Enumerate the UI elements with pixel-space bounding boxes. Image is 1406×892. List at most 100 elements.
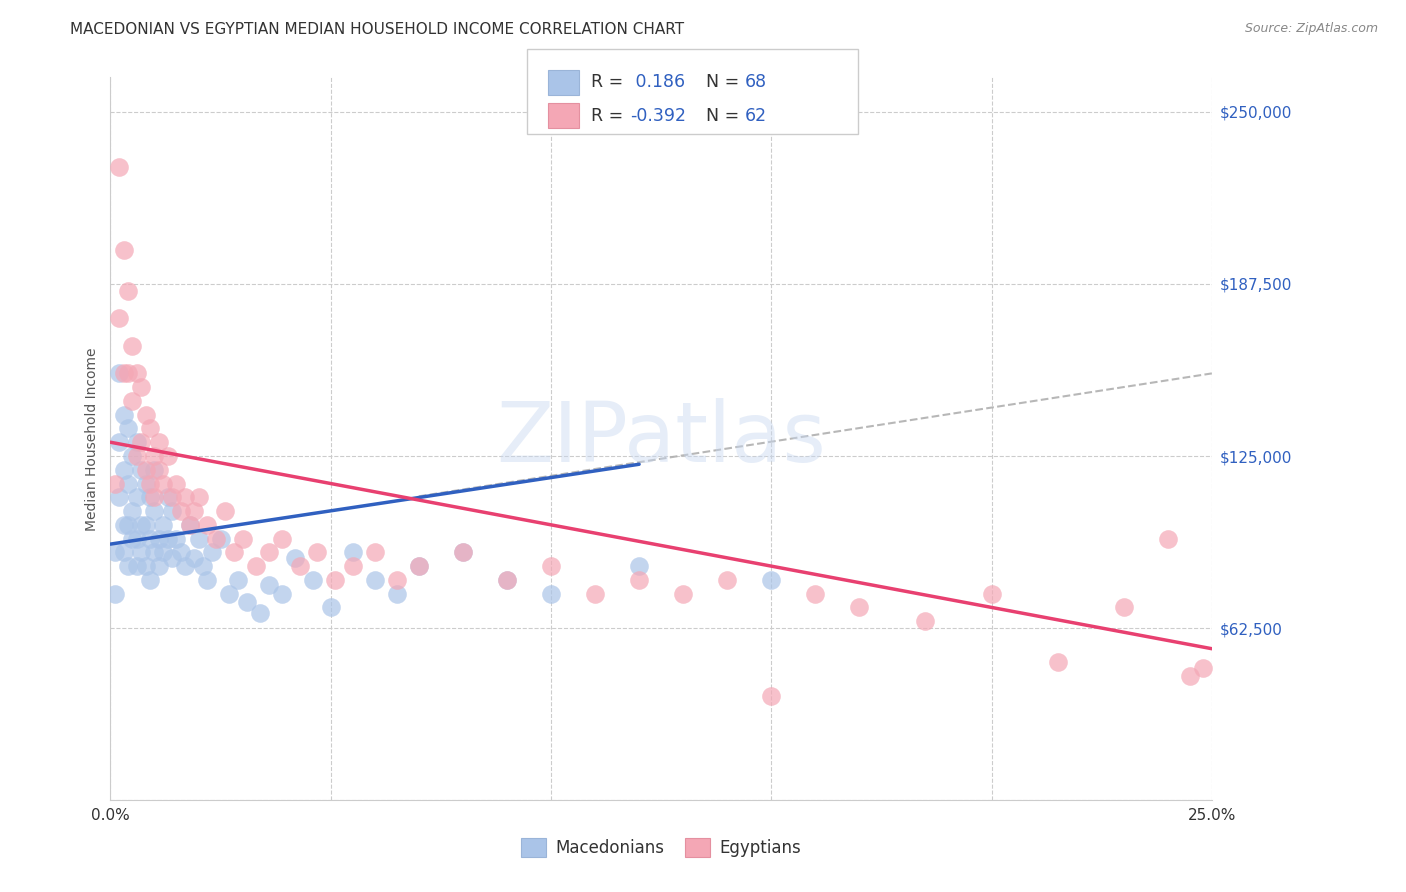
Point (540, 587, 562, 601)
Point (209, 532, 232, 546)
Point (179, 517, 201, 532)
Point (166, 532, 188, 546)
Point (804, 587, 827, 601)
Point (914, 614, 936, 628)
Point (761, 689, 783, 703)
Point (583, 587, 606, 601)
Point (257, 578, 280, 592)
Point (385, 573, 408, 587)
Point (135, 517, 157, 532)
Point (117, 517, 139, 532)
Point (218, 587, 240, 601)
Point (408, 559, 430, 574)
Text: N =: N = (706, 73, 745, 91)
Y-axis label: Median Household Income: Median Household Income (86, 347, 100, 531)
Text: 68: 68 (745, 73, 768, 91)
Point (191, 559, 214, 574)
Point (152, 476, 174, 491)
Point (156, 449, 179, 463)
Point (342, 559, 364, 574)
Point (139, 491, 162, 505)
Point (143, 463, 166, 477)
Point (104, 476, 127, 491)
Point (148, 463, 170, 477)
Point (121, 504, 143, 518)
Point (323, 573, 346, 587)
Point (148, 435, 170, 450)
Point (214, 504, 236, 518)
Point (139, 421, 162, 435)
Point (143, 504, 166, 518)
Point (108, 160, 131, 174)
Point (139, 573, 162, 587)
Point (160, 504, 183, 518)
Point (152, 545, 174, 559)
Point (104, 587, 127, 601)
Point (129, 380, 152, 394)
Point (129, 517, 152, 532)
Point (125, 491, 148, 505)
Point (271, 587, 294, 601)
Point (183, 550, 205, 565)
Point (112, 408, 135, 422)
Point (1178, 669, 1201, 683)
Point (187, 532, 209, 546)
Point (672, 587, 695, 601)
Point (848, 600, 870, 615)
Point (222, 545, 245, 559)
Point (143, 545, 166, 559)
Point (1192, 661, 1215, 675)
Point (307, 545, 329, 559)
Point (628, 559, 651, 574)
Point (139, 476, 162, 491)
Point (232, 532, 254, 546)
Text: ZIPatlas: ZIPatlas (496, 399, 827, 479)
Text: 62: 62 (745, 107, 768, 125)
Point (249, 606, 271, 620)
Point (342, 545, 364, 559)
Point (716, 573, 738, 587)
Point (156, 532, 179, 546)
Text: R =: R = (591, 73, 628, 91)
Text: MACEDONIAN VS EGYPTIAN MEDIAN HOUSEHOLD INCOME CORRELATION CHART: MACEDONIAN VS EGYPTIAN MEDIAN HOUSEHOLD … (70, 22, 685, 37)
Point (160, 550, 183, 565)
Point (408, 559, 430, 574)
Point (183, 504, 205, 518)
Point (152, 517, 174, 532)
Point (117, 421, 139, 435)
Point (540, 559, 562, 574)
Point (121, 393, 143, 408)
Point (174, 559, 197, 574)
Point (195, 573, 218, 587)
Point (496, 573, 519, 587)
Point (156, 491, 179, 505)
Point (129, 463, 152, 477)
Point (108, 491, 131, 505)
Point (174, 491, 197, 505)
Point (451, 545, 474, 559)
Point (108, 311, 131, 326)
Point (364, 573, 387, 587)
Point (117, 284, 139, 298)
Point (1046, 656, 1069, 670)
Point (284, 550, 307, 565)
Point (125, 559, 148, 574)
Point (148, 559, 170, 574)
Point (160, 491, 183, 505)
Point (143, 449, 166, 463)
Point (364, 545, 387, 559)
Point (195, 517, 218, 532)
Point (117, 476, 139, 491)
Point (1112, 600, 1135, 615)
Point (187, 491, 209, 505)
Point (226, 573, 249, 587)
Point (112, 463, 135, 477)
Text: Source: ZipAtlas.com: Source: ZipAtlas.com (1244, 22, 1378, 36)
Point (628, 573, 651, 587)
Text: R =: R = (591, 107, 628, 125)
Point (112, 517, 135, 532)
Point (104, 545, 127, 559)
Point (121, 339, 143, 353)
Point (451, 545, 474, 559)
Point (496, 573, 519, 587)
